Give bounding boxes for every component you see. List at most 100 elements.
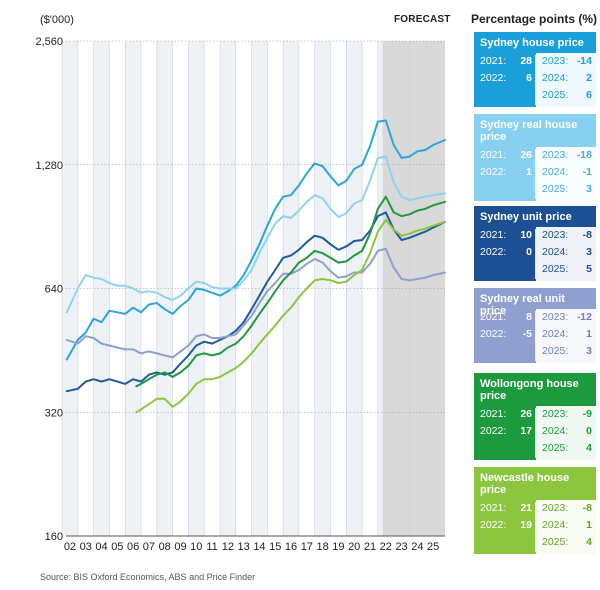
- year-label: 2022:: [480, 519, 507, 531]
- legend-panel-title: Percentage points (%): [471, 12, 598, 26]
- x-tick-label: 16: [285, 541, 297, 553]
- year-value: 5: [586, 263, 592, 275]
- year-value: 2: [586, 72, 592, 84]
- series-line: [65, 119, 446, 361]
- year-value: 28: [520, 55, 532, 67]
- forecast-values-background: [536, 147, 596, 201]
- year-label: 2025:: [542, 89, 569, 101]
- y-tick-label: 2,560: [35, 36, 63, 48]
- x-tick-label: 13: [238, 541, 250, 553]
- year-label: 2022:: [480, 166, 507, 178]
- year-label: 2021:: [480, 502, 507, 514]
- legend-card-title: Newcastle house price: [480, 472, 570, 496]
- legend-card-title: Wollongong house price: [480, 378, 579, 402]
- legend-card: Wollongong house price 2021: 26 2022: 17…: [474, 373, 596, 460]
- series-line: [65, 211, 446, 393]
- year-label: 2024:: [542, 328, 569, 340]
- year-label: 2021:: [480, 229, 507, 241]
- legend-card-values: 2021: 21 2022: 19 2023: -8 2024: 1 2025:…: [474, 500, 596, 554]
- year-value: 1: [586, 328, 592, 340]
- year-label: 2025:: [542, 263, 569, 275]
- x-tick-label: 10: [190, 541, 202, 553]
- x-tick-label: 14: [253, 541, 265, 553]
- year-label: 2023:: [542, 55, 569, 67]
- year-label: 2025:: [542, 536, 569, 548]
- x-tick-label: 02: [64, 541, 76, 553]
- legend-card-title: Sydney real unit price: [480, 293, 565, 317]
- year-label: 2021:: [480, 149, 507, 161]
- legend-card: Sydney house price 2021: 28 2022: 6 2023…: [474, 32, 596, 107]
- year-value: -8: [582, 229, 592, 241]
- year-value: 26: [520, 149, 532, 161]
- legend-card-divider: [535, 311, 536, 361]
- x-tick-label: 15: [269, 541, 281, 553]
- y-tick-label: 320: [45, 407, 63, 419]
- year-value: 0: [586, 425, 592, 437]
- legend-card-values: 2021: 28 2022: 6 2023: -14 2024: 2 2025:…: [474, 53, 596, 107]
- year-value: 6: [526, 72, 532, 84]
- legend-card: Sydney real house price 2021: 26 2022: 1…: [474, 114, 596, 201]
- legend-card-values: 2021: 26 2022: 17 2023: -9 2024: 0 2025:…: [474, 406, 596, 460]
- year-value: -9: [582, 408, 592, 420]
- y-tick-label: 160: [45, 531, 63, 543]
- x-tick-label: 24: [411, 541, 423, 553]
- x-tick-label: 03: [80, 541, 92, 553]
- legend-card-title: Sydney unit price: [480, 211, 572, 223]
- x-tick-label: 22: [380, 541, 392, 553]
- x-tick-label: 06: [127, 541, 139, 553]
- legend-card-divider: [535, 55, 536, 105]
- year-label: 2023:: [542, 408, 569, 420]
- year-label: 2024:: [542, 166, 569, 178]
- legend-card-values: 2021: 10 2022: 0 2023: -8 2024: 3 2025: …: [474, 227, 596, 281]
- x-tick-label: 11: [206, 541, 217, 553]
- year-value: 3: [586, 246, 592, 258]
- year-label: 2021:: [480, 55, 507, 67]
- year-value: 4: [586, 442, 592, 454]
- forecast-values-background: [536, 500, 596, 554]
- y-tick-label: 1,280: [35, 160, 63, 172]
- year-label: 2021:: [480, 311, 507, 323]
- year-label: 2024:: [542, 246, 569, 258]
- legend-card: Sydney unit price 2021: 10 2022: 0 2023:…: [474, 206, 596, 281]
- forecast-values-background: [536, 227, 596, 281]
- year-label: 2021:: [480, 408, 507, 420]
- year-value: -14: [576, 55, 592, 67]
- x-tick-label: 23: [395, 541, 407, 553]
- year-value: 3: [586, 345, 592, 357]
- year-label: 2023:: [542, 229, 569, 241]
- series-line: [65, 155, 446, 314]
- year-label: 2025:: [542, 345, 569, 357]
- year-label: 2022:: [480, 246, 507, 258]
- year-label: 2024:: [542, 425, 569, 437]
- source-note: Source: BIS Oxford Economics, ABS and Pr…: [40, 572, 256, 582]
- year-value: 21: [520, 502, 532, 514]
- year-value: -18: [576, 149, 592, 161]
- x-tick-label: 05: [111, 541, 123, 553]
- x-tick-label: 21: [364, 541, 376, 553]
- year-value: 17: [520, 425, 532, 437]
- year-label: 2024:: [542, 519, 569, 531]
- legend-card-divider: [535, 149, 536, 199]
- year-label: 2022:: [480, 425, 507, 437]
- year-label: 2023:: [542, 149, 569, 161]
- x-tick-label: 07: [143, 541, 155, 553]
- year-label: 2023:: [542, 502, 569, 514]
- year-value: 4: [586, 536, 592, 548]
- year-value: 10: [520, 229, 532, 241]
- y-axis-unit-label: ($'000): [40, 14, 74, 26]
- legend-card-divider: [535, 229, 536, 279]
- x-tick-label: 17: [301, 541, 313, 553]
- chart-grid: [61, 40, 445, 537]
- year-value: 8: [526, 311, 532, 323]
- x-tick-label: 04: [95, 541, 107, 553]
- x-tick-label: 25: [427, 541, 439, 553]
- series-line: [135, 218, 446, 414]
- year-label: 2024:: [542, 72, 569, 84]
- year-value: 6: [586, 89, 592, 101]
- year-value: 0: [526, 246, 532, 258]
- legend-card-title: Sydney house price: [480, 37, 584, 49]
- x-tick-label: 20: [348, 541, 360, 553]
- year-value: 26: [520, 408, 532, 420]
